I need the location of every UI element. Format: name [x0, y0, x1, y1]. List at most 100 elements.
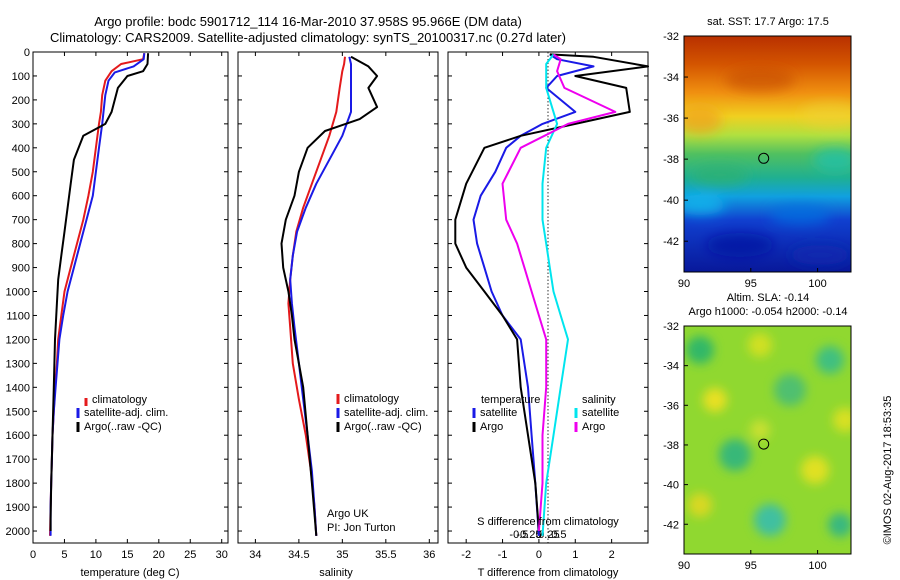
salinity-legend-climatology: climatology — [344, 393, 400, 405]
map-y-tick-label: -38 — [663, 440, 679, 452]
sst-argo-location-marker — [758, 152, 770, 164]
depth-tick-label: 1100 — [6, 310, 30, 322]
map-y-tick-label: -40 — [663, 195, 679, 207]
sla-map-subtitle: Argo h1000: -0.054 h2000: -0.14 — [688, 306, 847, 318]
series-line-climatology — [287, 56, 346, 536]
sla-argo-location-marker — [758, 438, 770, 450]
legend-salinity-header: salinity — [582, 394, 616, 406]
salinity-axes-frame — [237, 51, 439, 544]
s-difference-axis-label: S difference from climatology — [477, 516, 619, 528]
x-tick-label: 0 — [536, 549, 542, 561]
series-line-argo-raw-qc- — [49, 53, 150, 531]
s-diff-tick-label: 0.5 — [551, 529, 566, 541]
legend-temperature-header: temperature — [481, 394, 540, 406]
figure-title: Argo profile: bodc 5901712_114 16-Mar-20… — [94, 14, 522, 29]
map-y-tick-label: -32 — [663, 31, 679, 43]
salinity-panel: 34 34.5 35 35.5 36 salinity climatology sate… — [237, 51, 439, 579]
series-line-satellite — [541, 53, 569, 536]
map-x-tick-label: 100 — [808, 278, 826, 290]
depth-tick-label: 1600 — [6, 430, 30, 442]
series-line-climatology — [49, 53, 146, 536]
map-y-tick-label: -38 — [663, 154, 679, 166]
x-tick-label: -1 — [498, 549, 508, 561]
salinity-legend-argo: Argo(..raw -QC) — [344, 421, 422, 433]
map-x-tick-label: 90 — [678, 560, 690, 572]
sst-map-title: sat. SST: 17.7 Argo: 17.5 — [707, 16, 829, 28]
sst-map-frame — [683, 35, 852, 273]
depth-tick-label: 1700 — [6, 454, 30, 466]
depth-tick-label: 800 — [12, 239, 30, 251]
t-difference-axis-label: T difference from climatology — [478, 567, 619, 579]
depth-tick-label: 1000 — [6, 287, 30, 299]
x-tick-label: 35.5 — [375, 549, 396, 561]
x-tick-label: 34 — [249, 549, 261, 561]
x-tick-label: 34.5 — [288, 549, 309, 561]
series-line-argo — [454, 53, 649, 532]
depth-tick-label: 0 — [24, 47, 30, 59]
depth-tick-label: 1900 — [6, 502, 30, 514]
salinity-series-lines — [280, 55, 379, 536]
temperature-series-lines — [49, 53, 150, 536]
x-tick-label: 35 — [336, 549, 348, 561]
x-tick-label: 0 — [30, 549, 36, 561]
temperature-axis-label: temperature (deg C) — [80, 567, 179, 579]
temperature-legend-climatology: climatology — [92, 394, 148, 406]
depth-tick-label: 1500 — [6, 406, 30, 418]
depth-tick-label: 900 — [12, 263, 30, 275]
x-tick-label: 20 — [153, 549, 165, 561]
depth-tick-label: 700 — [12, 215, 30, 227]
depth-tick-label: 1200 — [6, 334, 30, 346]
figure-subtitle: Climatology: CARS2009. Satellite-adjuste… — [50, 30, 566, 45]
temperature-panel: 0100200300400500600700800900100011001200… — [6, 47, 229, 579]
s-diff-tick-label: -0.25 — [516, 529, 541, 541]
depth-tick-label: 1400 — [6, 382, 30, 394]
salinity-axis-ticks: 34 34.5 35 35.5 36 — [238, 51, 438, 561]
x-tick-label: 36 — [423, 549, 435, 561]
depth-tick-label: 400 — [12, 143, 30, 155]
depth-tick-label: 300 — [12, 119, 30, 131]
sla-map-ticks: 90 95 100 -32 -34 -36 -38 -40 -42 — [663, 321, 827, 572]
depth-tick-label: 100 — [12, 71, 30, 83]
credit-stamp: ©IMOS 02-Aug-2017 18:53:35 — [882, 396, 894, 545]
x-tick-label: 30 — [216, 549, 228, 561]
depth-tick-label: 200 — [12, 95, 30, 107]
temperature-axis-ticks: 0100200300400500600700800900100011001200… — [6, 47, 228, 561]
salinity-legend-satellite: satellite-adj. clim. — [344, 407, 428, 419]
map-y-tick-label: -40 — [663, 480, 679, 492]
salinity-annotation-argo-uk: Argo UK — [327, 508, 369, 520]
sla-map: Altim. SLA: -0.14 Argo h1000: -0.054 h20… — [663, 292, 852, 572]
sst-map-ticks: 90 95 100 -32 -34 -36 -38 -40 -42 — [663, 31, 827, 290]
map-y-tick-label: -42 — [663, 236, 679, 248]
temperature-legend-argo: Argo(..raw -QC) — [84, 421, 162, 433]
x-tick-label: 5 — [61, 549, 67, 561]
legend-s-argo: Argo — [582, 421, 605, 433]
sst-map: sat. SST: 17.7 Argo: 17.5 90 95 100 -32 -34 -… — [663, 16, 852, 290]
map-x-tick-label: 95 — [745, 278, 757, 290]
x-tick-label: 1 — [572, 549, 578, 561]
depth-tick-label: 600 — [12, 191, 30, 203]
x-tick-label: 10 — [90, 549, 102, 561]
difference-series-lines — [454, 53, 649, 536]
temperature-legend-satellite: satellite-adj. clim. — [84, 407, 168, 419]
series-line-satellite — [472, 53, 595, 536]
map-x-tick-label: 95 — [745, 560, 757, 572]
series-line-satellite-adj-clim- — [289, 56, 352, 536]
legend-s-satellite: satellite — [582, 407, 619, 419]
difference-legend: temperature salinity satellite Argo sate… — [472, 394, 619, 433]
series-line-argo-raw-qc- — [280, 55, 379, 536]
x-tick-label: 25 — [184, 549, 196, 561]
depth-tick-label: 2000 — [6, 526, 30, 538]
salinity-axis-label: salinity — [319, 567, 353, 579]
salinity-annotation-pi: PI: Jon Turton — [327, 522, 395, 534]
map-y-tick-label: -36 — [663, 400, 679, 412]
map-y-tick-label: -36 — [663, 113, 679, 125]
legend-t-argo: Argo — [480, 421, 503, 433]
temperature-axes-frame — [32, 51, 229, 544]
series-line-argo — [501, 53, 617, 532]
map-y-tick-label: -34 — [663, 72, 679, 84]
map-y-tick-label: -42 — [663, 519, 679, 531]
s-diff-tick-label: -0.5 — [509, 529, 528, 541]
